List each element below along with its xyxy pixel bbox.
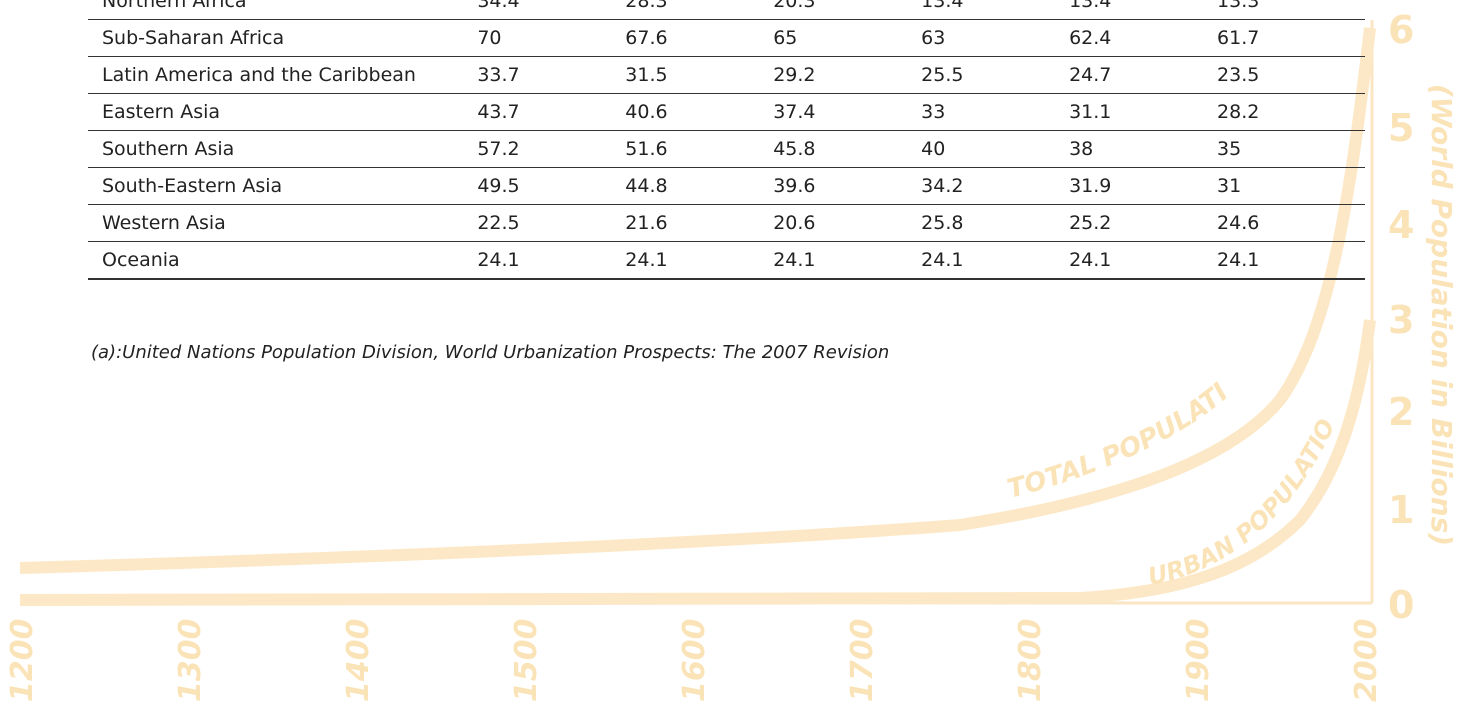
- row-label: Sub-Saharan Africa: [88, 20, 477, 57]
- cell: 35: [1217, 131, 1365, 168]
- cell: 67.6: [625, 20, 773, 57]
- cell: 24.1: [625, 242, 773, 280]
- x-label: 1800: [1013, 619, 1048, 703]
- cell: 25.8: [921, 205, 1069, 242]
- cell: 49.5: [477, 168, 625, 205]
- cell: 37.4: [773, 94, 921, 131]
- cell: 34.2: [921, 168, 1069, 205]
- cell: 24.1: [1217, 242, 1365, 280]
- cell: 62.4: [1069, 20, 1217, 57]
- cell: 43.7: [477, 94, 625, 131]
- y-label: 2: [1388, 390, 1414, 434]
- cell: 28.2: [1217, 94, 1365, 131]
- y-label: 4: [1388, 203, 1414, 247]
- row-label: South-Eastern Asia: [88, 168, 477, 205]
- y-label: 6: [1388, 8, 1414, 52]
- cell: 24.6: [1217, 205, 1365, 242]
- row-label: Latin America and the Caribbean: [88, 57, 477, 94]
- cell: 13.4: [1069, 0, 1217, 20]
- cell: 31.1: [1069, 94, 1217, 131]
- cell: 23.5: [1217, 57, 1365, 94]
- cell: 39.6: [773, 168, 921, 205]
- cell: 24.1: [1069, 242, 1217, 280]
- cell: 22.5: [477, 205, 625, 242]
- row-label: Western Asia: [88, 205, 477, 242]
- cell: 33: [921, 94, 1069, 131]
- x-label: 1300: [173, 619, 208, 703]
- row-label: Oceania: [88, 242, 477, 280]
- x-label: 2000: [1349, 619, 1384, 703]
- cell: 63: [921, 20, 1069, 57]
- cell: 40: [921, 131, 1069, 168]
- x-label: 1200: [5, 619, 40, 703]
- x-label: 1400: [341, 619, 376, 703]
- x-label: 1900: [1181, 619, 1216, 703]
- cell: 31: [1217, 168, 1365, 205]
- cell: 38: [1069, 131, 1217, 168]
- x-label: 1600: [677, 619, 712, 703]
- footnote: (a):United Nations Population Division, …: [91, 342, 889, 363]
- cell: 65: [773, 20, 921, 57]
- cell: 57.2: [477, 131, 625, 168]
- cell: 31.9: [1069, 168, 1217, 205]
- cell: 44.8: [625, 168, 773, 205]
- cell: 70: [477, 20, 625, 57]
- cell: 34.4: [477, 0, 625, 20]
- cell: 21.6: [625, 205, 773, 242]
- cell: 25.5: [921, 57, 1069, 94]
- cell: 25.2: [1069, 205, 1217, 242]
- y-label: 1: [1388, 488, 1414, 532]
- cell: 24.1: [477, 242, 625, 280]
- row-label: Southern Asia: [88, 131, 477, 168]
- cell: 24.1: [921, 242, 1069, 280]
- cell: 33.7: [477, 57, 625, 94]
- cell: 31.5: [625, 57, 773, 94]
- cell: 24.1: [773, 242, 921, 280]
- cell: 51.6: [625, 131, 773, 168]
- cell: 20.6: [773, 205, 921, 242]
- x-label: 1500: [509, 619, 544, 703]
- cell: 28.3: [625, 0, 773, 20]
- cell: 45.8: [773, 131, 921, 168]
- cell: 40.6: [625, 94, 773, 131]
- page: TOTAL POPULATION URBAN POPULATION (World…: [0, 0, 1459, 704]
- y-label: 3: [1388, 298, 1414, 342]
- cell: 13.4: [921, 0, 1069, 20]
- cell: 13.3: [1217, 0, 1365, 20]
- cell: 29.2: [773, 57, 921, 94]
- y-axis-title: (World Population in Billions): [1425, 84, 1458, 546]
- cell: 20.3: [773, 0, 921, 20]
- cell: 61.7: [1217, 20, 1365, 57]
- y-label: 0: [1388, 583, 1414, 627]
- row-label: Northern Africa: [88, 0, 477, 20]
- row-label: Eastern Asia: [88, 94, 477, 131]
- x-label: 1700: [845, 619, 880, 703]
- y-label: 5: [1388, 106, 1414, 150]
- cell: 24.7: [1069, 57, 1217, 94]
